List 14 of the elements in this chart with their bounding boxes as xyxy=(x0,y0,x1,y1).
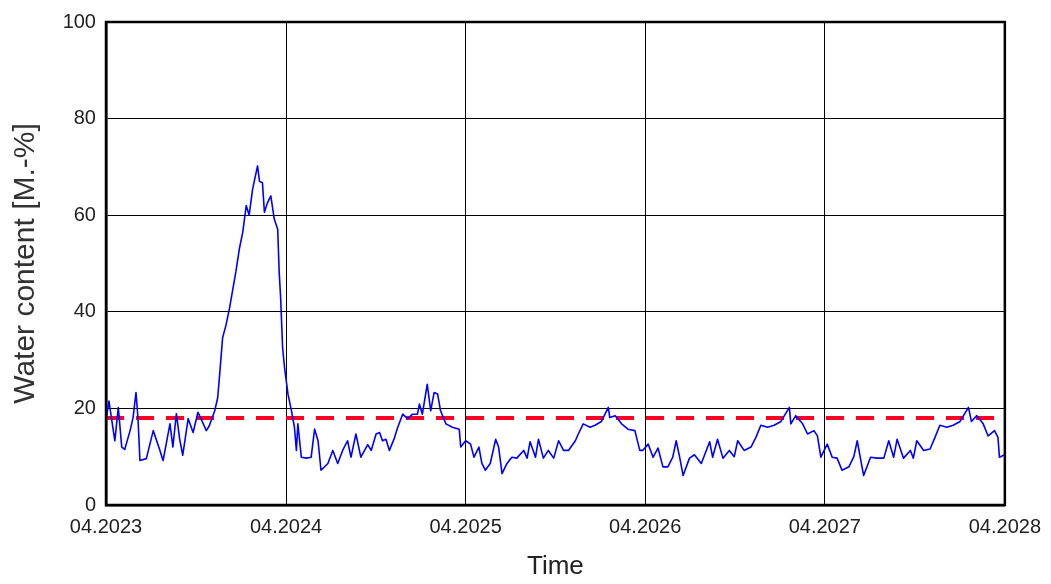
y-tick-label: 20 xyxy=(73,395,96,418)
x-axis-title: Time xyxy=(527,549,584,580)
x-tick-label: 04.2023 xyxy=(69,514,143,537)
x-tick-label: 04.2028 xyxy=(968,514,1041,537)
y-tick-label: 60 xyxy=(73,202,96,225)
y-axis-title: Water content [M.-%] xyxy=(7,123,41,404)
x-tick-label: 04.2027 xyxy=(788,514,861,537)
y-tick-label: 100 xyxy=(62,9,96,32)
x-tick-label: 04.2025 xyxy=(429,514,502,537)
x-tick-label: 04.2026 xyxy=(609,514,682,537)
y-tick-label: 0 xyxy=(84,492,96,515)
y-tick-label: 40 xyxy=(73,299,96,322)
y-tick-label: 80 xyxy=(73,106,96,129)
x-tick-label: 04.2024 xyxy=(249,514,323,537)
